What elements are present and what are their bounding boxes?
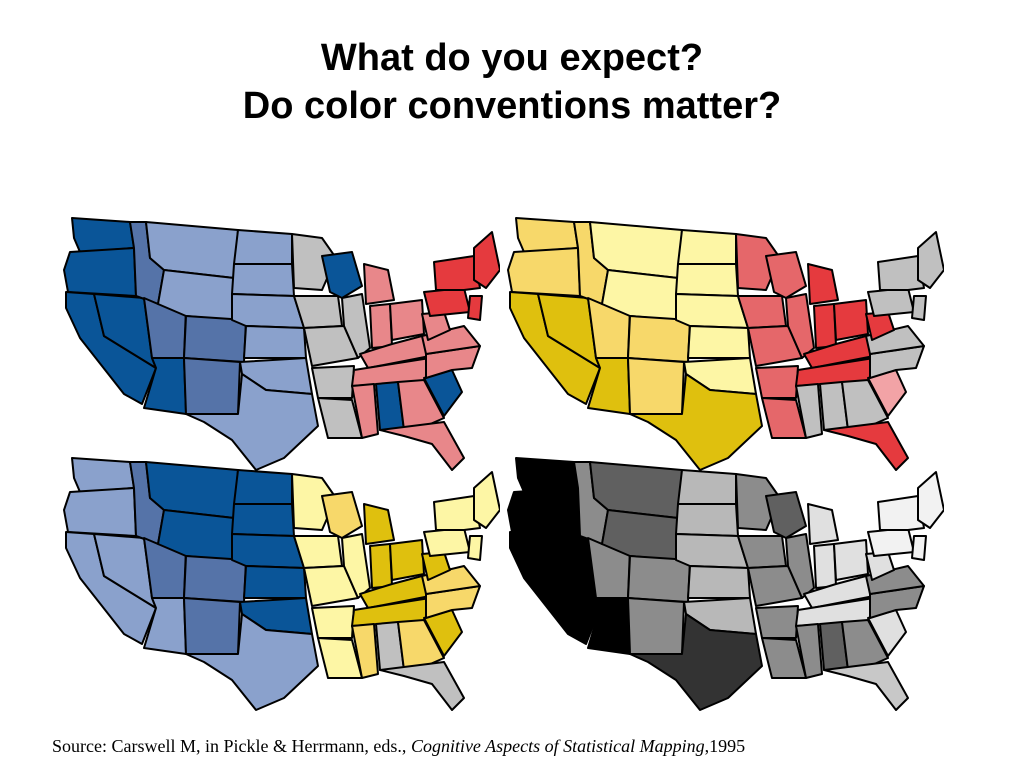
state-ohio [833, 539, 869, 581]
state-mississippi [795, 383, 823, 439]
state-indiana [813, 543, 837, 589]
state-nebraska [231, 533, 305, 569]
state-oregon [63, 247, 137, 297]
state-texas [185, 613, 319, 711]
state-south-dakota [675, 503, 739, 537]
state-kansas [687, 325, 751, 359]
us-map-top-right-svg [507, 217, 944, 471]
state-arizona [587, 357, 631, 415]
state-florida [379, 661, 465, 711]
state-ohio [389, 299, 425, 341]
state-new-mexico [627, 357, 685, 415]
state-north-dakota [233, 229, 293, 265]
state-new-mexico [627, 597, 685, 655]
state-indiana [813, 303, 837, 349]
state-oregon [507, 487, 581, 537]
state-michigan [363, 503, 395, 545]
state-kansas [687, 565, 751, 599]
state-south-dakota [231, 503, 295, 537]
state-kansas [243, 325, 307, 359]
us-map-top-left-svg [63, 217, 500, 471]
title-line-2: Do color conventions matter? [242, 85, 782, 127]
state-pennsylvania [423, 287, 471, 317]
state-oregon [507, 247, 581, 297]
source-book-title: Cognitive Aspects of Statistical Mapping [410, 736, 705, 756]
state-ohio [389, 539, 425, 581]
us-map-top-left [60, 208, 500, 478]
state-new-york [433, 255, 481, 291]
state-arkansas [311, 365, 355, 399]
state-wisconsin [765, 251, 807, 299]
state-new-jersey [467, 295, 483, 321]
state-indiana [369, 543, 393, 589]
state-south-dakota [231, 263, 295, 297]
state-new-york [877, 495, 925, 531]
state-michigan [807, 263, 839, 305]
state-wisconsin [321, 251, 363, 299]
state-nebraska [675, 533, 749, 569]
slide-title: What do you expect? Do color conventions… [0, 34, 1024, 130]
us-map-bottom-left-svg [63, 457, 500, 711]
state-new-mexico [183, 597, 241, 655]
state-washington [515, 457, 579, 493]
state-new-york [877, 255, 925, 291]
state-north-dakota [677, 469, 737, 505]
state-new-jersey [911, 535, 927, 561]
state-oregon [63, 487, 137, 537]
us-map-bottom-left [60, 448, 500, 718]
state-pennsylvania [423, 527, 471, 557]
state-new-england [917, 471, 944, 529]
state-mississippi [351, 383, 379, 439]
source-prefix: Source: Carswell M, in Pickle & Herrmann… [52, 736, 411, 756]
source-year: ,1995 [704, 736, 746, 756]
state-nebraska [675, 293, 749, 329]
state-pennsylvania [867, 287, 915, 317]
state-north-dakota [233, 469, 293, 505]
state-kansas [243, 565, 307, 599]
state-indiana [369, 303, 393, 349]
state-mississippi [351, 623, 379, 679]
state-new-england [917, 231, 944, 289]
state-michigan [363, 263, 395, 305]
state-washington [71, 457, 135, 493]
state-arizona [143, 357, 187, 415]
state-florida [823, 421, 909, 471]
state-new-england [473, 231, 500, 289]
state-wisconsin [321, 491, 363, 539]
state-pennsylvania [867, 527, 915, 557]
state-new-york [433, 495, 481, 531]
state-arizona [143, 597, 187, 655]
state-new-jersey [467, 535, 483, 561]
state-texas [629, 373, 763, 471]
us-map-bottom-right [504, 448, 944, 718]
state-arizona [587, 597, 631, 655]
state-mississippi [795, 623, 823, 679]
us-map-bottom-right-svg [507, 457, 944, 711]
state-south-dakota [675, 263, 739, 297]
state-arkansas [755, 365, 799, 399]
state-texas [185, 373, 319, 471]
state-north-dakota [677, 229, 737, 265]
state-new-mexico [183, 357, 241, 415]
us-map-top-right [504, 208, 944, 478]
state-arkansas [311, 605, 355, 639]
state-florida [823, 661, 909, 711]
state-texas [629, 613, 763, 711]
state-michigan [807, 503, 839, 545]
state-nebraska [231, 293, 305, 329]
state-florida [379, 421, 465, 471]
state-washington [71, 217, 135, 253]
state-new-england [473, 471, 500, 529]
source-citation: Source: Carswell M, in Pickle & Herrmann… [52, 736, 982, 757]
state-wisconsin [765, 491, 807, 539]
state-ohio [833, 299, 869, 341]
state-washington [515, 217, 579, 253]
state-arkansas [755, 605, 799, 639]
title-line-1: What do you expect? [320, 37, 704, 79]
state-new-jersey [911, 295, 927, 321]
